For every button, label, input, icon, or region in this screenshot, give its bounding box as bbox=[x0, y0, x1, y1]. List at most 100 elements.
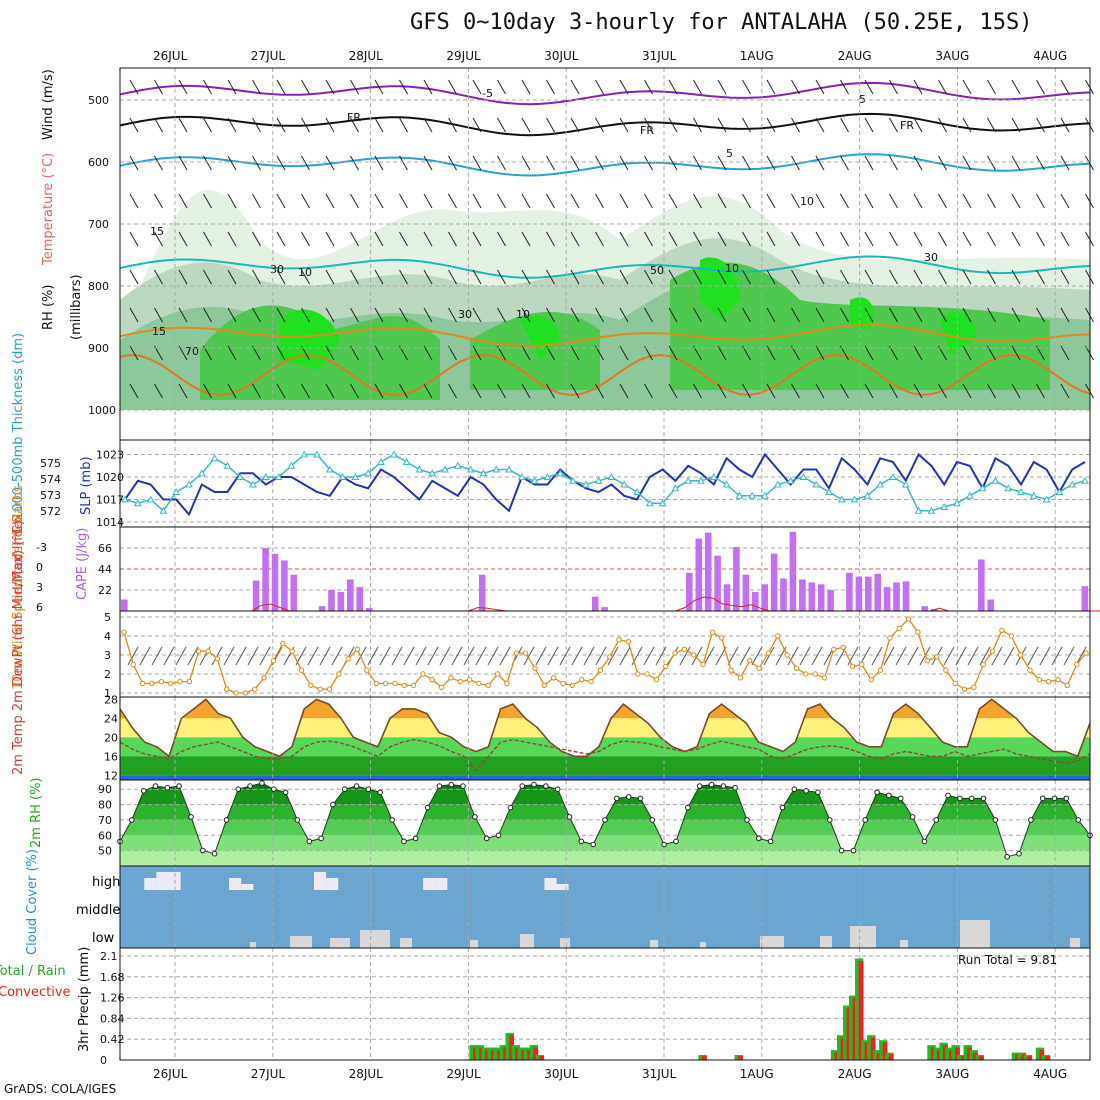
wind-speed-marker bbox=[569, 682, 575, 689]
wind-speed-marker bbox=[1017, 652, 1024, 658]
wind-speed-marker bbox=[625, 639, 631, 645]
wind-speed-marker bbox=[579, 677, 585, 683]
wind-barb bbox=[448, 155, 457, 171]
thickness-marker bbox=[607, 472, 616, 480]
contour-label: FR bbox=[347, 111, 361, 124]
wind-speed-marker bbox=[485, 682, 491, 689]
wind-barb bbox=[1060, 117, 1070, 133]
wind-barb bbox=[987, 117, 996, 133]
wind-barb bbox=[791, 269, 800, 285]
thickness-marker bbox=[517, 472, 526, 480]
wind-barb bbox=[227, 117, 237, 133]
wind-barb bbox=[1051, 646, 1063, 666]
wind-barb bbox=[717, 269, 727, 285]
contour-label: -5 bbox=[482, 87, 493, 100]
cape-bar bbox=[318, 606, 326, 611]
wind-speed-marker bbox=[289, 648, 295, 654]
cloud-level-low: low bbox=[92, 931, 115, 946]
wind-barb bbox=[374, 193, 384, 209]
wind-barb bbox=[742, 117, 751, 133]
wind-barb bbox=[913, 155, 923, 171]
wind-barb bbox=[987, 269, 996, 285]
rh-marker bbox=[176, 783, 182, 789]
wind-barb bbox=[742, 193, 751, 209]
wind-speed-marker bbox=[140, 680, 146, 687]
wind-barb bbox=[766, 345, 776, 361]
contour-label: -5 bbox=[855, 93, 866, 106]
wind-barb bbox=[913, 117, 923, 133]
wind-barb bbox=[962, 231, 972, 247]
wind-barb bbox=[423, 231, 433, 247]
wind-barb bbox=[175, 646, 187, 666]
wind-barb bbox=[203, 231, 212, 247]
thickness-marker bbox=[773, 480, 782, 488]
wind-barb bbox=[497, 79, 506, 95]
wind-barb bbox=[840, 383, 849, 399]
wind-barb bbox=[693, 383, 702, 399]
cape-bar bbox=[121, 599, 128, 611]
wind-barb bbox=[487, 646, 499, 666]
wind-barb bbox=[643, 646, 655, 666]
date-label-top: 31JUL bbox=[642, 49, 677, 63]
rh-marker bbox=[164, 784, 171, 791]
wind-speed-marker bbox=[1027, 667, 1033, 673]
rh-marker bbox=[412, 835, 419, 842]
cape-bar bbox=[478, 574, 486, 611]
wind-barb bbox=[595, 383, 604, 399]
wind-barb bbox=[570, 269, 580, 285]
wind-barb bbox=[570, 117, 580, 133]
wind-barb bbox=[717, 307, 727, 323]
wind-barb bbox=[668, 117, 678, 133]
thickness-marker bbox=[274, 472, 283, 480]
wind-barb bbox=[252, 269, 261, 285]
wind-barb bbox=[223, 646, 235, 666]
cloud-low-bar bbox=[960, 920, 990, 948]
rh-marker bbox=[436, 783, 443, 789]
precip-convective-bar bbox=[858, 961, 864, 1060]
thickness-marker bbox=[812, 480, 821, 488]
thickness-marker bbox=[313, 450, 321, 458]
thickness-marker bbox=[223, 461, 232, 469]
wind-barb bbox=[546, 307, 555, 323]
wind-speed-marker bbox=[550, 675, 557, 681]
wind-barb bbox=[864, 307, 874, 323]
wind-barb bbox=[967, 646, 979, 666]
wind-speed-marker bbox=[354, 646, 361, 652]
wind-barb bbox=[535, 646, 547, 666]
wind-speed-marker bbox=[121, 629, 127, 635]
wind-barb bbox=[399, 155, 408, 171]
wind-barb bbox=[619, 155, 629, 171]
date-label-top: 2AUG bbox=[838, 49, 872, 63]
wind-barb bbox=[374, 307, 384, 323]
wind-barb bbox=[717, 193, 727, 209]
wind-barb bbox=[791, 193, 800, 209]
rh-marker bbox=[862, 817, 869, 823]
wind-barb bbox=[325, 269, 335, 285]
wind-speed-marker bbox=[298, 667, 305, 673]
wind-speed-marker bbox=[196, 648, 202, 654]
wind-barb bbox=[717, 155, 727, 171]
precip-convective-bar bbox=[539, 1056, 545, 1060]
wind-barb bbox=[154, 307, 163, 323]
wind-speed-marker bbox=[681, 646, 688, 652]
wind-barb bbox=[154, 193, 163, 209]
wind-speed-marker bbox=[747, 658, 753, 664]
cape-bar bbox=[808, 582, 816, 611]
cloud-low-bar bbox=[520, 934, 534, 948]
wind-barb bbox=[276, 79, 286, 95]
wind-speed-marker bbox=[345, 656, 351, 662]
wind-speed-marker bbox=[168, 680, 174, 687]
wind-barb bbox=[203, 307, 212, 323]
thickness-marker bbox=[658, 499, 667, 507]
wind-barb bbox=[889, 269, 898, 285]
wind-barb bbox=[203, 383, 212, 399]
rh-marker bbox=[897, 795, 904, 802]
temp-band-2 bbox=[120, 737, 1090, 757]
slp-tick-label: 1017 bbox=[96, 494, 124, 507]
cloud-high-bar bbox=[326, 878, 339, 890]
wind-barb bbox=[350, 79, 359, 95]
wind-speed-marker bbox=[205, 648, 211, 654]
ylabel-rh2m: 2m RH (%) bbox=[29, 777, 44, 848]
cloud-low-bar bbox=[290, 936, 312, 948]
